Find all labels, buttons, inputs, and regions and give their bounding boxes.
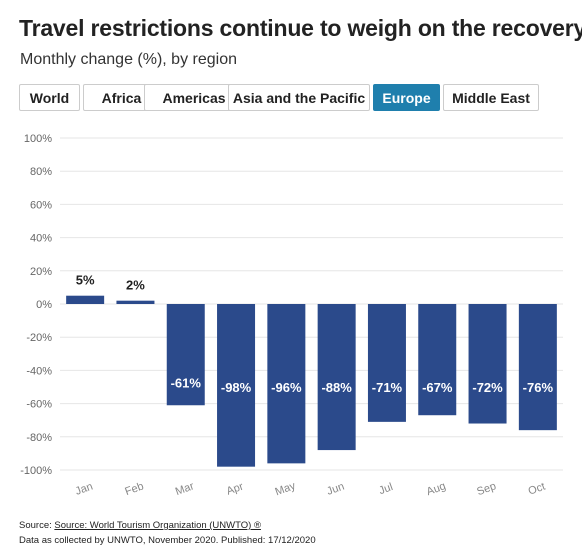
data-label: 5% <box>76 273 95 288</box>
y-tick-label: 0% <box>36 299 52 311</box>
data-label: 2% <box>126 278 145 293</box>
bar <box>418 304 457 416</box>
y-tick-label: 40% <box>30 233 52 245</box>
source-prefix: Source: <box>19 520 55 531</box>
x-tick-label: Sep <box>475 480 498 498</box>
data-label: -98% <box>221 380 252 395</box>
x-tick-label: Jun <box>325 481 346 498</box>
x-tick-label: Jul <box>377 481 394 497</box>
chart-subtitle: Monthly change (%), by region <box>20 51 237 68</box>
x-tick-label: Oct <box>527 481 547 498</box>
source-line: Source: Source: World Tourism Organizati… <box>19 520 261 531</box>
x-tick-label: Apr <box>225 481 246 498</box>
data-label: -61% <box>171 375 202 390</box>
y-tick-label: 60% <box>30 199 52 211</box>
data-label: -96% <box>271 380 302 395</box>
data-label: -88% <box>321 380 352 395</box>
bar <box>116 300 155 304</box>
y-tick-label: 20% <box>30 266 52 278</box>
bar <box>518 304 557 431</box>
tab-middle-east[interactable]: Middle East <box>443 84 539 111</box>
bar <box>317 304 356 451</box>
y-tick-label: -100% <box>20 465 52 477</box>
y-tick-label: 80% <box>30 166 52 178</box>
y-tick-label: -60% <box>26 399 52 411</box>
x-tick-label: Aug <box>425 480 448 498</box>
x-tick-label: Mar <box>174 480 196 498</box>
x-tick-label: Feb <box>123 480 145 498</box>
data-label: -72% <box>472 380 503 395</box>
tab-europe[interactable]: Europe <box>373 84 440 111</box>
x-tick-label: May <box>274 480 298 499</box>
tab-asia-pacific[interactable]: Asia and the Pacific <box>228 84 370 111</box>
bar <box>267 304 306 464</box>
bar-chart: 100% 80% 60% 40% 20% 0% -20% -40% -60% -80% -100% 5… <box>20 133 563 499</box>
bar <box>66 295 105 304</box>
y-tick-label: -80% <box>26 432 52 444</box>
data-label: -76% <box>523 380 554 395</box>
y-tick-label: -40% <box>26 365 52 377</box>
data-label: -67% <box>422 380 453 395</box>
x-tick-label: Jan <box>74 481 95 498</box>
bar <box>468 304 507 424</box>
bar <box>166 304 205 406</box>
source-link[interactable]: Source: World Tourism Organization (UNWT… <box>54 520 261 531</box>
data-note: Data as collected by UNWTO, November 202… <box>19 535 316 546</box>
data-label: -71% <box>372 380 403 395</box>
y-tick-label: -20% <box>26 332 52 344</box>
tab-americas[interactable]: Americas <box>144 84 244 111</box>
bar <box>217 304 256 467</box>
y-tick-label: 100% <box>24 133 52 145</box>
tab-world[interactable]: World <box>19 84 80 111</box>
chart-title: Travel restrictions continue to weigh on… <box>19 15 582 41</box>
bar <box>367 304 406 422</box>
